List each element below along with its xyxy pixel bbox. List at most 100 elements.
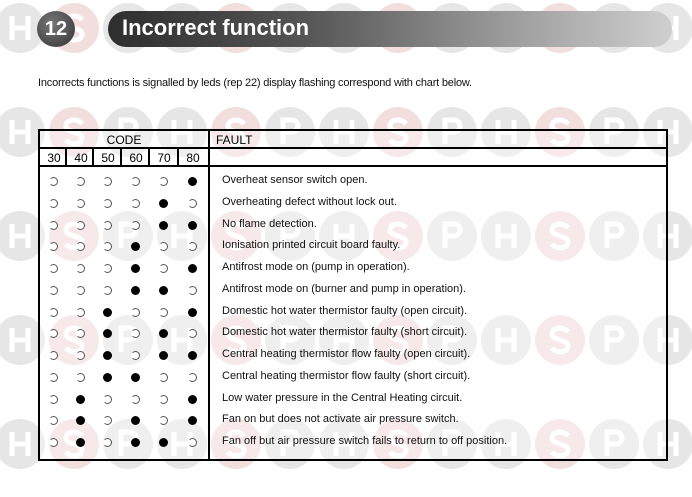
led-off-icon	[188, 372, 197, 382]
led-on-icon	[103, 351, 112, 360]
table-row: Domestic hot water thermistor faulty (sh…	[40, 324, 666, 346]
code-column-separator	[65, 149, 67, 167]
led-off-icon	[188, 198, 197, 208]
led-off-icon	[49, 307, 58, 317]
led-on-icon	[131, 242, 140, 252]
led-off-icon	[49, 372, 58, 382]
watermark-letter-p	[442, 325, 463, 352]
led-off-icon	[49, 264, 58, 273]
watermark-letter-h	[495, 328, 517, 352]
table-row: Low water pressure in the Central Heatin…	[40, 390, 666, 412]
code-column-separator	[177, 149, 179, 167]
fault-description: Ionisation printed circuit board faulty.	[222, 239, 401, 252]
code-header: CODE	[106, 133, 142, 147]
led-off-icon	[103, 242, 112, 252]
led-off-icon	[131, 177, 140, 186]
watermark-letter-p	[442, 429, 463, 456]
code-column-separator	[92, 149, 94, 167]
fault-description: Overheat sensor switch open.	[222, 174, 368, 186]
code-column-60: 60	[129, 151, 143, 165]
led-on-icon	[159, 198, 168, 208]
led-on-icon	[159, 438, 168, 447]
code-column-separator	[120, 149, 122, 167]
table-row: Central heating thermistor flow faulty (…	[40, 368, 666, 390]
fault-header: FAULT	[216, 133, 253, 147]
fault-description: Fan off but air pressure switch fails to…	[222, 435, 508, 447]
watermark-letter-h	[171, 120, 193, 144]
led-off-icon	[159, 394, 168, 404]
fault-description: No flame detection.	[222, 217, 317, 230]
led-off-icon	[49, 351, 58, 360]
led-on-icon	[103, 372, 112, 382]
table-row: Antifrost mode on (pump in operation).	[40, 259, 666, 281]
intro-text: Incorrects functions is signalled by led…	[38, 77, 472, 89]
led-on-icon	[188, 416, 197, 426]
led-off-icon	[159, 307, 168, 317]
watermark-letter-p	[118, 117, 139, 144]
watermark-letter-s	[549, 429, 571, 459]
table-row: Overheat sensor switch open.	[40, 172, 666, 194]
led-off-icon	[103, 198, 112, 208]
led-on-icon	[103, 329, 112, 339]
watermark-letter-h	[657, 120, 679, 144]
header-divider	[40, 165, 666, 167]
led-off-icon	[131, 394, 140, 404]
led-off-icon	[76, 264, 85, 273]
table-row: Domestic hot water thermistor faulty (op…	[40, 303, 666, 325]
watermark-letter-s	[63, 325, 85, 355]
fault-description: Central heating thermistor flow faulty (…	[222, 369, 471, 382]
led-on-icon	[159, 329, 168, 339]
watermark-letter-h	[9, 224, 31, 248]
watermark-letter-p	[118, 429, 139, 456]
watermark-letter-s	[549, 221, 571, 251]
watermark-letter-h	[333, 224, 355, 248]
code-column-40: 40	[74, 151, 88, 165]
fault-code-table: CODE FAULT 30 40 50 60 70 80 Overheat sensor …	[38, 129, 668, 461]
led-on-icon	[159, 285, 168, 295]
led-off-icon	[159, 177, 168, 186]
led-off-icon	[159, 416, 168, 426]
led-on-icon	[188, 394, 197, 404]
table-row: No flame detection.	[40, 216, 666, 238]
watermark-letter-p	[604, 221, 625, 248]
led-on-icon	[188, 307, 197, 317]
led-off-icon	[131, 329, 140, 339]
watermark-letter-s	[63, 221, 85, 251]
watermark-letter-s	[225, 325, 247, 355]
led-off-icon	[188, 242, 197, 252]
led-off-icon	[103, 394, 112, 404]
watermark-letter-s	[225, 117, 247, 147]
watermark-letter-p	[280, 325, 301, 352]
led-off-icon	[49, 198, 58, 208]
watermark-letter-s	[549, 117, 571, 147]
code-column-30: 30	[47, 151, 61, 165]
code-column-80: 80	[186, 151, 200, 165]
code-column-50: 50	[101, 151, 115, 165]
section-number-badge: 12	[37, 11, 75, 47]
fault-description: Central heating thermistor flow faulty (…	[222, 348, 471, 360]
watermark-letter-h	[495, 432, 517, 456]
watermark-letter-h	[657, 224, 679, 248]
led-off-icon	[103, 285, 112, 295]
watermark-letter-p	[604, 117, 625, 144]
page-title: Incorrect function	[122, 15, 310, 40]
led-on-icon	[76, 394, 85, 404]
led-off-icon	[103, 264, 112, 273]
watermark-letter-h	[657, 432, 679, 456]
watermark-letter-p	[280, 429, 301, 456]
watermark-letter-h	[333, 120, 355, 144]
led-off-icon	[76, 329, 85, 339]
watermark-letter-h	[495, 120, 517, 144]
led-on-icon	[76, 416, 85, 426]
watermark-letter-s	[225, 429, 247, 459]
watermark-letter-p	[604, 429, 625, 456]
led-off-icon	[49, 438, 58, 447]
led-on-icon	[159, 351, 168, 360]
led-off-icon	[188, 438, 197, 447]
fault-description: Domestic hot water thermistor faulty (sh…	[222, 326, 468, 339]
watermark-letter-h	[9, 16, 31, 40]
fault-description: Low water pressure in the Central Heatin…	[222, 391, 463, 404]
led-off-icon	[103, 220, 112, 230]
table-row: Ionisation printed circuit board faulty.	[40, 237, 666, 259]
led-off-icon	[159, 372, 168, 382]
